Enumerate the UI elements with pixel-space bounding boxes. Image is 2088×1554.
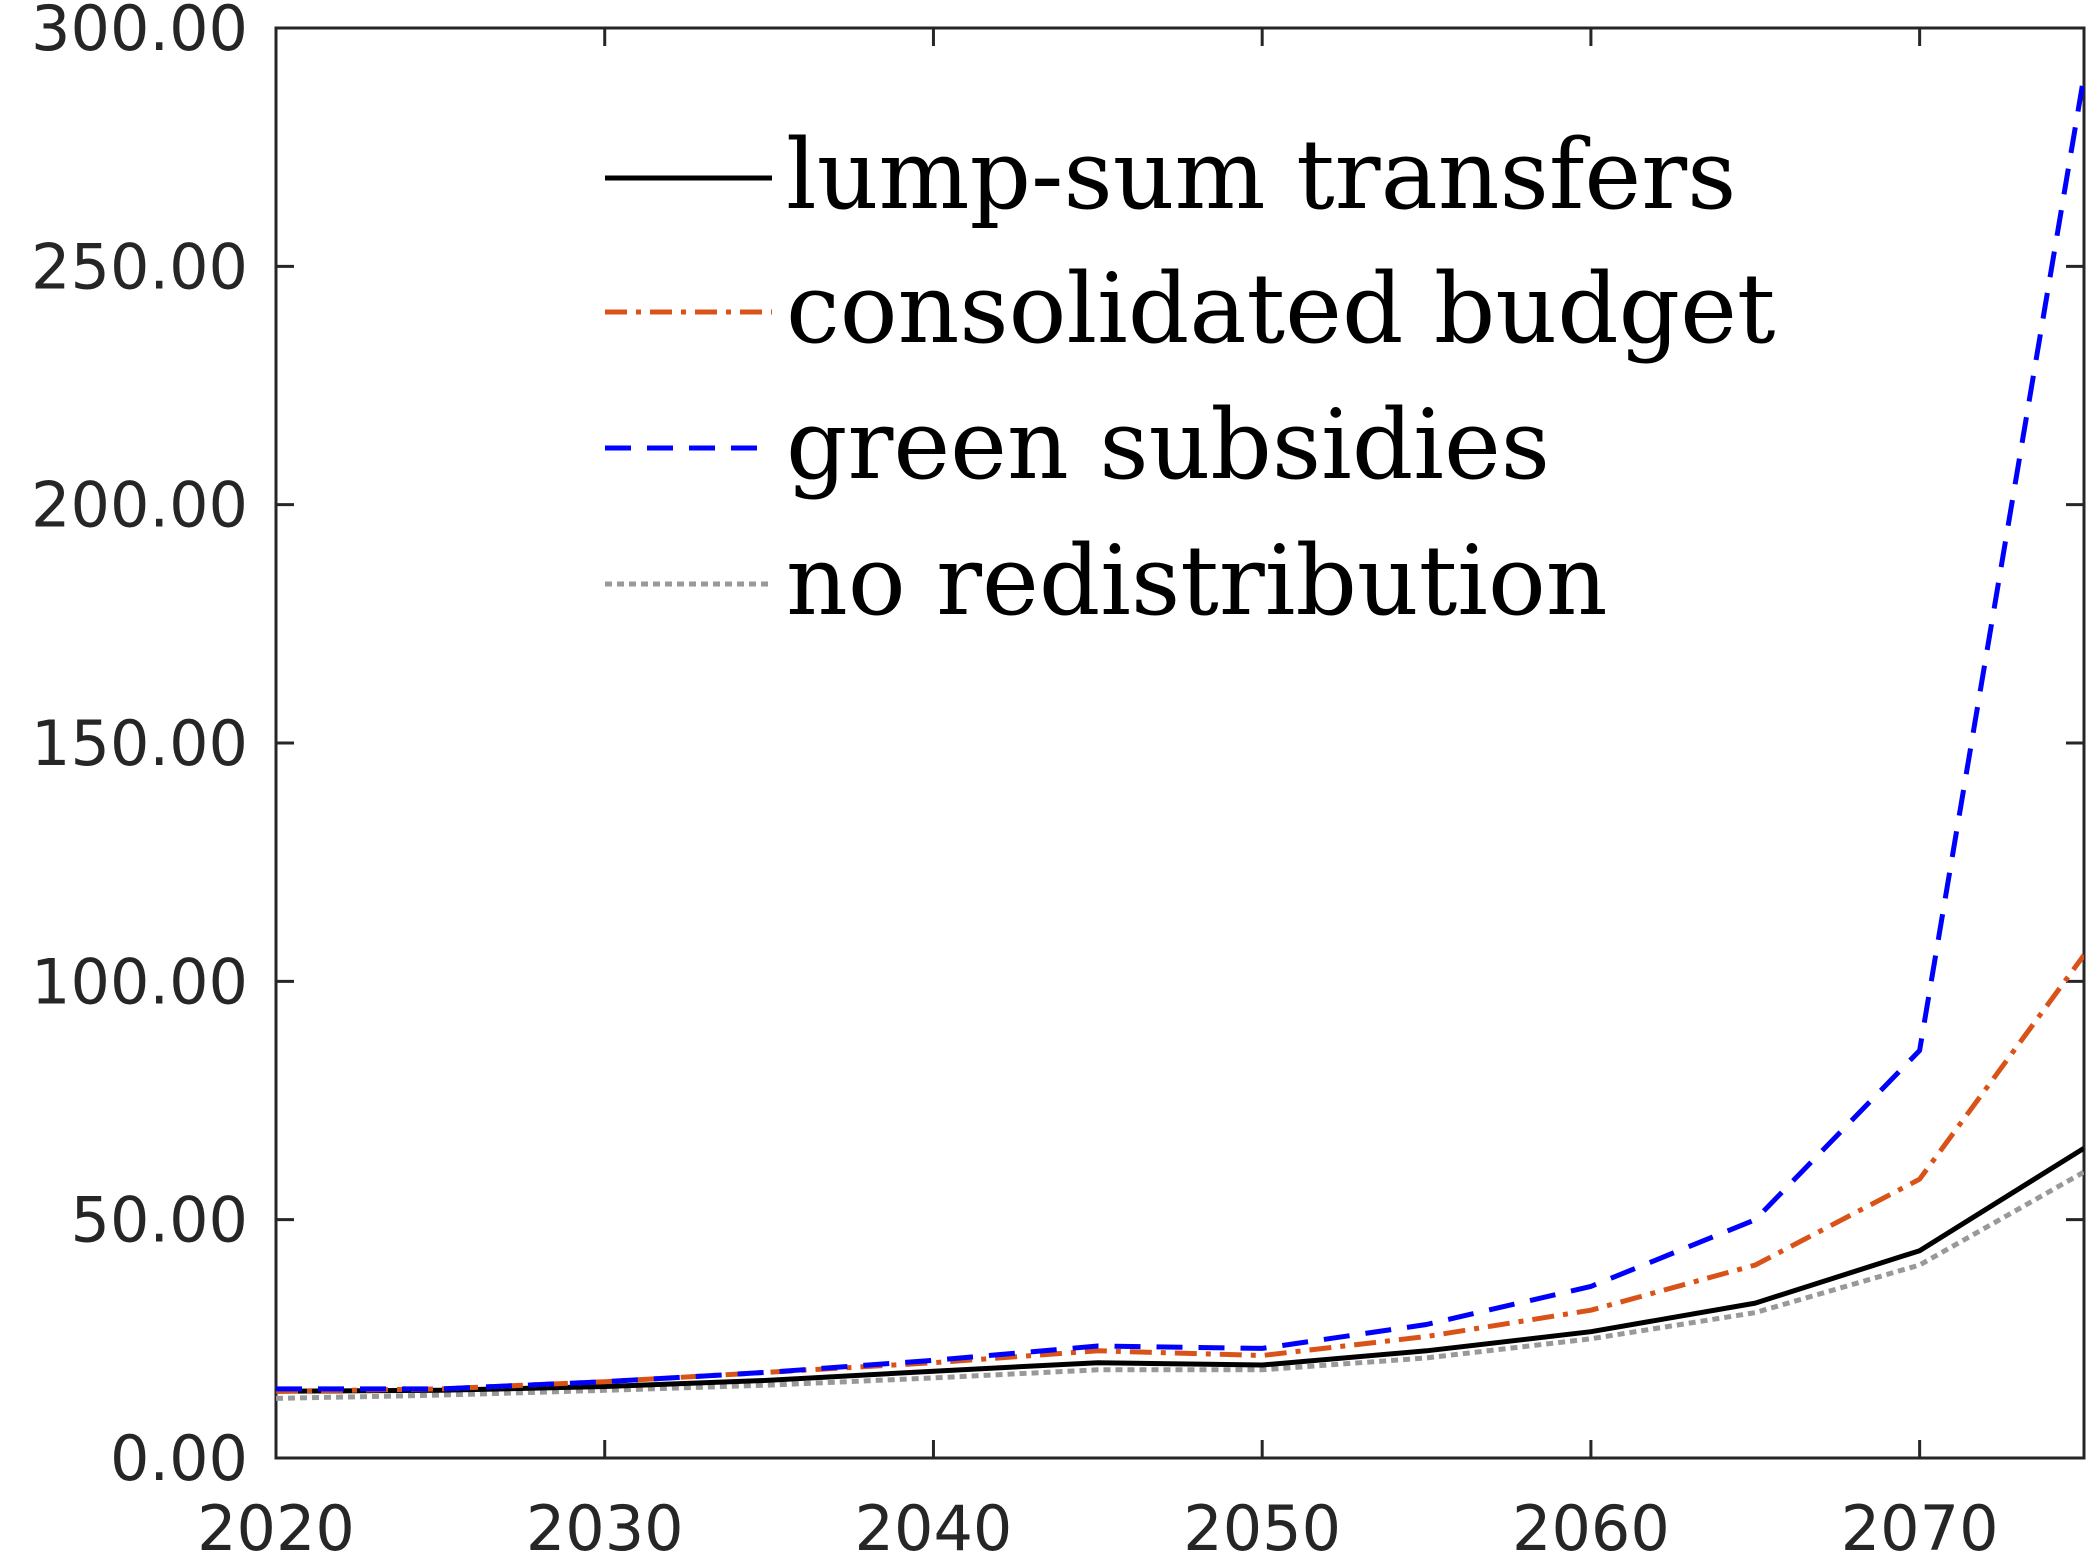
legend-label: consolidated budget	[786, 253, 1775, 365]
series-line-consolidated-budget	[276, 953, 2084, 1394]
y-axis-tick-labels: 0.00 50.00 100.00 150.00 200.00 250.00 300.00	[31, 0, 248, 1495]
legend-label: green subsidies	[786, 389, 1550, 501]
plot-area	[274, 26, 2086, 1460]
y-tick-label: 250.00	[31, 230, 248, 303]
legend-label: no redistribution	[786, 525, 1608, 637]
x-tick-label: 2040	[855, 1492, 1013, 1554]
legend: lump-sum transfers consolidated budget gre…	[605, 119, 1775, 637]
y-tick-label: 200.00	[31, 469, 248, 542]
y-tick-label: 150.00	[31, 707, 248, 780]
x-axis-tick-labels: 2020 2030 2040 2050 2060 2070	[197, 1492, 1998, 1554]
series-line-lump-sum-transfers	[276, 1146, 2084, 1394]
x-tick-label: 2050	[1183, 1492, 1341, 1554]
axis-ticks	[274, 26, 2084, 1460]
plot-frame	[274, 26, 2086, 1460]
series-line-green-subsidies	[276, 75, 2084, 1392]
legend-label: lump-sum transfers	[786, 119, 1736, 231]
x-tick-label: 2070	[1841, 1492, 1999, 1554]
series-line-no-redistribution	[276, 1169, 2084, 1401]
x-tick-label: 2030	[526, 1492, 684, 1554]
y-tick-label: 50.00	[71, 1184, 249, 1257]
y-tick-label: 300.00	[31, 0, 248, 65]
x-tick-label: 2060	[1512, 1492, 1670, 1554]
x-tick-label: 2020	[197, 1492, 355, 1554]
series-lines	[276, 75, 2084, 1401]
y-tick-label: 0.00	[110, 1422, 248, 1495]
y-tick-label: 100.00	[31, 945, 248, 1018]
